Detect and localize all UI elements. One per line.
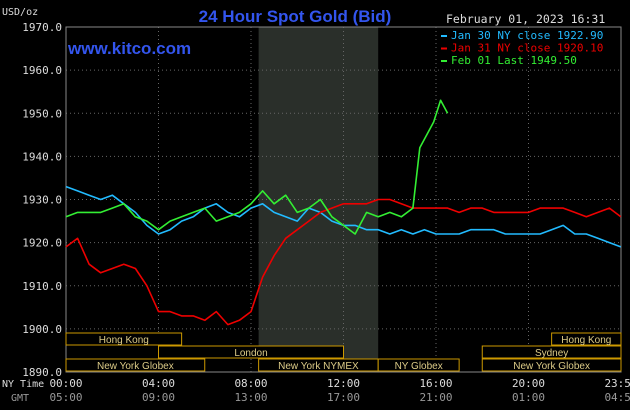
legend-label: Jan 30 NY close 1922.90 — [451, 29, 603, 42]
series-line-2 — [65, 198, 622, 326]
x-tick-ny: 08:00 — [234, 377, 267, 390]
series-line-3 — [65, 99, 449, 235]
market-session-label: New York Globex — [97, 361, 174, 372]
market-session-box — [65, 332, 183, 346]
y-tick-label: 1910.0 — [22, 280, 62, 293]
x-tick-ny: 04:00 — [142, 377, 175, 390]
market-session-label: Hong Kong — [99, 335, 149, 346]
market-session-box — [377, 358, 460, 372]
x-tick-ny: 12:00 — [327, 377, 360, 390]
chart-title: 24 Hour Spot Gold (Bid) — [199, 7, 392, 26]
market-session-label: Sydney — [535, 348, 568, 359]
y-tick-label: 1960.0 — [22, 64, 62, 77]
legend-label: Jan 31 NY close 1920.10 — [451, 42, 603, 55]
plot-frame — [65, 26, 622, 373]
market-session-box — [65, 358, 206, 372]
x-tick-ny: 00:00 — [49, 377, 82, 390]
x-tick-ny: 20:00 — [512, 377, 545, 390]
market-session-label: London — [234, 348, 267, 359]
y-tick-label: 1950.0 — [22, 107, 62, 120]
x-tick-gmt: 05:00 — [49, 391, 82, 404]
y-tick-label: 1930.0 — [22, 194, 62, 207]
x-tick-gmt: 13:00 — [234, 391, 267, 404]
y-tick-label: 1970.0 — [22, 21, 62, 34]
series-layer — [65, 99, 622, 326]
market-session-label: Hong Kong — [561, 335, 611, 346]
unit-label: USD/oz — [2, 7, 38, 18]
x-tick-gmt: 09:00 — [142, 391, 175, 404]
y-tick-label: 1920.0 — [22, 237, 62, 250]
market-session-box — [158, 345, 344, 359]
timestamp: February 01, 2023 16:31 — [446, 12, 605, 26]
market-session-box — [551, 332, 622, 346]
y-tick-label: 1890.0 — [22, 366, 62, 379]
x-tick-gmt: 21:00 — [419, 391, 452, 404]
x-axis-ticks: 00:00 04:00 08:00 12:00 16:00 20:00 23:59 05:00… — [49, 377, 630, 404]
market-session-label: New York Globex — [513, 361, 590, 372]
market-sessions: Hong Kong Hong Kong London Sydney New York G… — [65, 332, 622, 372]
y-axis-ticks: 1970.0 1960.0 1950.0 1940.0 1930.0 1920.0 1910… — [22, 21, 62, 379]
y-tick-label: 1900.0 — [22, 323, 62, 336]
x-tick-gmt: 01:00 — [512, 391, 545, 404]
ny-time-label: NY Time — [2, 379, 44, 390]
market-session-label: New York NYMEX — [278, 361, 359, 372]
legend-label: Feb 01 Last 1949.50 — [451, 54, 577, 67]
market-session-label: NY Globex — [395, 361, 443, 372]
x-tick-gmt: 17:00 — [327, 391, 360, 404]
y-tick-label: 1940.0 — [22, 150, 62, 163]
x-tick-gmt: 04:59 — [604, 391, 630, 404]
x-tick-ny: 16:00 — [419, 377, 452, 390]
gmt-label: GMT — [11, 393, 29, 404]
market-session-box — [481, 345, 622, 359]
plot-border — [65, 26, 622, 373]
market-session-box — [481, 358, 622, 372]
watermark-url: www.kitco.com — [67, 39, 191, 58]
x-tick-ny: 23:59 — [604, 377, 630, 390]
